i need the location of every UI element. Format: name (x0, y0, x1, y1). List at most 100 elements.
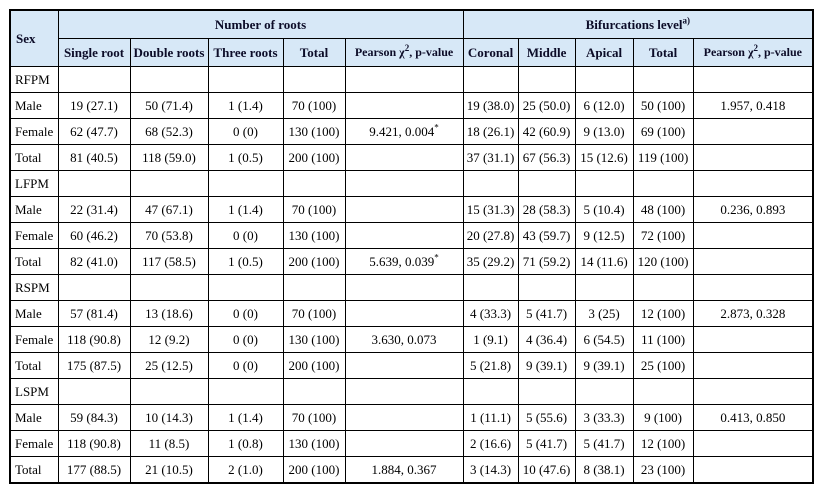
header-group-row: Sex Number of roots Bifurcations levela) (9, 9, 814, 67)
empty-cell (57, 170, 131, 197)
row-label: Total (9, 248, 59, 275)
section-label: LFPM (9, 170, 59, 197)
row-label: Male (9, 196, 59, 223)
roots-value-cell: 117 (58.5) (129, 248, 209, 275)
header-group-number-of-roots: Number of roots (57, 9, 464, 39)
bifurcation-value-cell: 25 (50.0) (517, 92, 576, 119)
section-row: LFPM (9, 170, 814, 197)
roots-value-cell: 1 (1.4) (207, 404, 284, 431)
bifurcation-value-cell: 20 (27.8) (462, 222, 519, 249)
table-row: Total 177 (88.5) 21 (10.5) 2 (1.0) 200 (100)… (9, 456, 814, 484)
roots-value-cell: 1 (0.8) (207, 430, 284, 457)
bifurcation-pearson-cell (692, 118, 814, 145)
bifurcation-value-cell: 5 (55.6) (517, 404, 576, 431)
roots-value-cell: 60 (46.2) (57, 222, 131, 249)
roots-value-cell: 0 (0) (207, 352, 284, 379)
bifurcation-value-cell: 72 (100) (632, 222, 694, 249)
bifurcation-value-cell: 1 (9.1) (462, 326, 519, 353)
table-row: Male 59 (84.3) 10 (14.3) 1 (1.4) 70 (100) 1 (… (9, 404, 814, 431)
header-coronal: Coronal (462, 38, 519, 67)
roots-value-cell: 130 (100) (282, 222, 346, 249)
roots-value-cell: 68 (52.3) (129, 118, 209, 145)
roots-value-cell: 118 (90.8) (57, 430, 131, 457)
row-label: Male (9, 300, 59, 327)
bifurcation-value-cell: 9 (39.1) (517, 352, 576, 379)
empty-cell (282, 378, 346, 405)
header-roots-pearson: Pearson χ2, p-value (344, 38, 464, 67)
header-middle: Middle (517, 38, 576, 67)
section-label: RSPM (9, 274, 59, 301)
bifurcation-value-cell: 3 (25) (574, 300, 634, 327)
bifurcation-value-cell: 50 (100) (632, 92, 694, 119)
bifurcation-value-cell: 6 (54.5) (574, 326, 634, 353)
header-three-roots: Three roots (207, 38, 284, 67)
roots-value-cell: 118 (59.0) (129, 144, 209, 171)
empty-cell (344, 170, 464, 197)
table-row: Female 62 (47.7) 68 (52.3) 0 (0) 130 (100) 9.… (9, 118, 814, 145)
roots-value-cell: 1 (1.4) (207, 196, 284, 223)
bifurcation-pearson-cell: 2.873, 0.328 (692, 300, 814, 327)
header-group-bifurcations-level: Bifurcations levela) (462, 9, 814, 39)
roots-value-cell: 200 (100) (282, 456, 346, 484)
empty-cell (282, 170, 346, 197)
empty-cell (632, 170, 694, 197)
row-label: Female (9, 326, 59, 353)
bifurcation-value-cell: 12 (100) (632, 430, 694, 457)
table-row: Female 118 (90.8) 11 (8.5) 1 (0.8) 130 (100)… (9, 430, 814, 457)
roots-value-cell: 118 (90.8) (57, 326, 131, 353)
empty-cell (129, 66, 209, 93)
bifurcation-pearson-cell (692, 352, 814, 379)
roots-value-cell: 12 (9.2) (129, 326, 209, 353)
empty-cell (344, 66, 464, 93)
bifurcation-value-cell: 4 (36.4) (517, 326, 576, 353)
bifurcation-pearson-cell: 1.957, 0.418 (692, 92, 814, 119)
bifurcation-value-cell: 1 (11.1) (462, 404, 519, 431)
row-label: Total (9, 456, 59, 484)
section-label: LSPM (9, 378, 59, 405)
bifurcation-value-cell: 25 (100) (632, 352, 694, 379)
bifurcation-value-cell: 19 (38.0) (462, 92, 519, 119)
roots-pearson-cell (344, 144, 464, 171)
bifurcation-value-cell: 18 (26.1) (462, 118, 519, 145)
header-bifurcations-total: Total (632, 38, 694, 67)
bifurcation-pearson-cell (692, 222, 814, 249)
bifurcation-value-cell: 11 (100) (632, 326, 694, 353)
group-roots-label: Number of roots (214, 16, 307, 32)
roots-pearson-cell (344, 404, 464, 431)
row-label: Female (9, 118, 59, 145)
table-row: Total 82 (41.0) 117 (58.5) 1 (0.5) 200 (100)… (9, 248, 814, 275)
empty-cell (57, 66, 131, 93)
table-row: Total 81 (40.5) 118 (59.0) 1 (0.5) 200 (100)… (9, 144, 814, 171)
bifurcation-value-cell: 4 (33.3) (462, 300, 519, 327)
table-row: Female 118 (90.8) 12 (9.2) 0 (0) 130 (100) 3.… (9, 326, 814, 353)
empty-cell (574, 66, 634, 93)
roots-value-cell: 1 (1.4) (207, 92, 284, 119)
roots-value-cell: 70 (100) (282, 92, 346, 119)
empty-cell (462, 170, 519, 197)
bifurcation-value-cell: 43 (59.7) (517, 222, 576, 249)
bifurcation-pearson-cell (692, 456, 814, 484)
empty-cell (462, 66, 519, 93)
bifurcation-value-cell: 10 (47.6) (517, 456, 576, 484)
empty-cell (462, 378, 519, 405)
roots-value-cell: 57 (81.4) (57, 300, 131, 327)
bifurcation-value-cell: 9 (100) (632, 404, 694, 431)
empty-cell (207, 378, 284, 405)
bifurcation-value-cell: 14 (11.6) (574, 248, 634, 275)
data-table: Sex Number of roots Bifurcations levela)… (9, 9, 815, 484)
roots-value-cell: 11 (8.5) (129, 430, 209, 457)
empty-cell (517, 378, 576, 405)
section-label: RFPM (9, 66, 59, 93)
table-header: Sex Number of roots Bifurcations levela)… (9, 9, 814, 67)
header-double-roots: Double roots (129, 38, 209, 67)
bifurcation-value-cell: 5 (41.7) (517, 300, 576, 327)
roots-value-cell: 1 (0.5) (207, 248, 284, 275)
empty-cell (462, 274, 519, 301)
header-sex: Sex (9, 9, 59, 67)
bifurcation-value-cell: 71 (59.2) (517, 248, 576, 275)
roots-pearson-cell: 5.639, 0.039* (344, 248, 464, 275)
table-body: RFPM Male 19 (27.1) 50 (71.4) 1 (1.4) 70 (100… (9, 66, 814, 484)
roots-value-cell: 13 (18.6) (129, 300, 209, 327)
roots-pearson-cell (344, 222, 464, 249)
